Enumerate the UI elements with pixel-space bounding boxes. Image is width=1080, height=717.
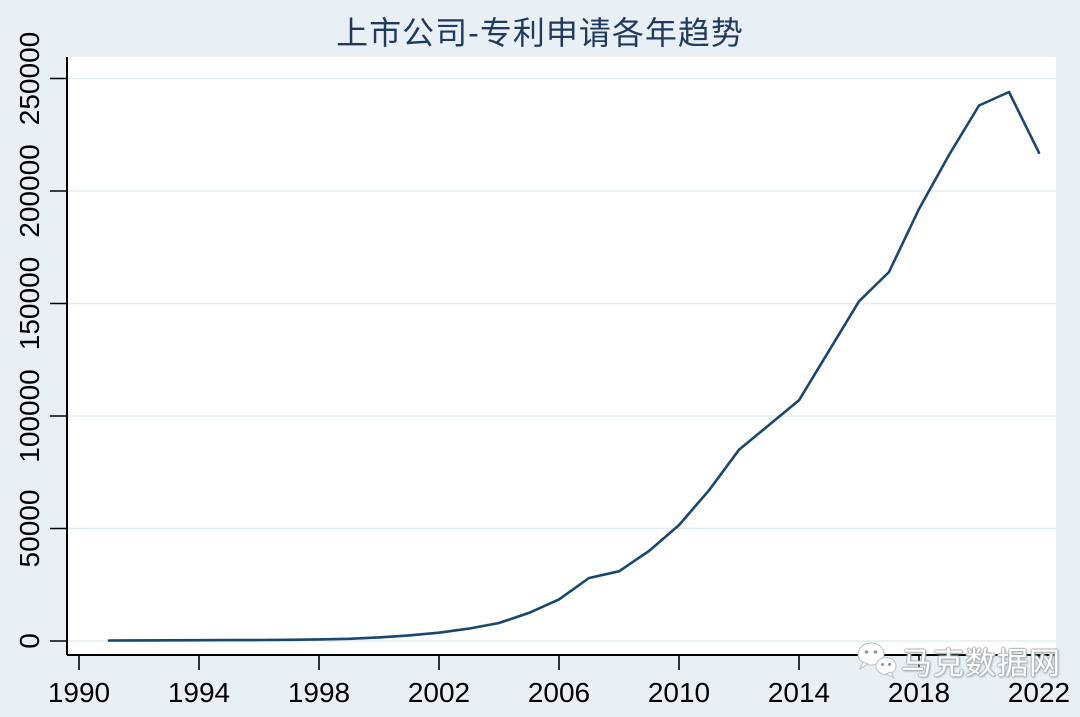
watermark: 马克数据网: [855, 638, 1061, 683]
plot-area: [67, 57, 1056, 655]
watermark-text: 马克数据网: [901, 646, 1061, 681]
y-tick-label: 200000: [14, 144, 45, 237]
x-tick-label: 2006: [528, 677, 590, 708]
x-tick-label: 2018: [888, 677, 950, 708]
y-tick-label: 250000: [14, 32, 45, 125]
y-tick-label: 0: [14, 633, 45, 649]
patent-trend-line: [107, 90, 1041, 642]
x-tick-label: 1990: [48, 677, 110, 708]
y-tick-label: 100000: [14, 369, 45, 462]
x-tick-label: 2014: [768, 677, 830, 708]
wechat-bubbles-icon: [857, 642, 897, 679]
chart-title: 上市公司-专利申请各年趋势: [336, 15, 744, 51]
x-tick-label: 1994: [168, 677, 230, 708]
x-tick-label: 2022: [1008, 677, 1070, 708]
y-tick-label: 50000: [14, 490, 45, 568]
x-tick-label: 1998: [288, 677, 350, 708]
x-tick-label: 2010: [648, 677, 710, 708]
y-tick-label: 150000: [14, 257, 45, 350]
x-tick-label: 2002: [408, 677, 470, 708]
